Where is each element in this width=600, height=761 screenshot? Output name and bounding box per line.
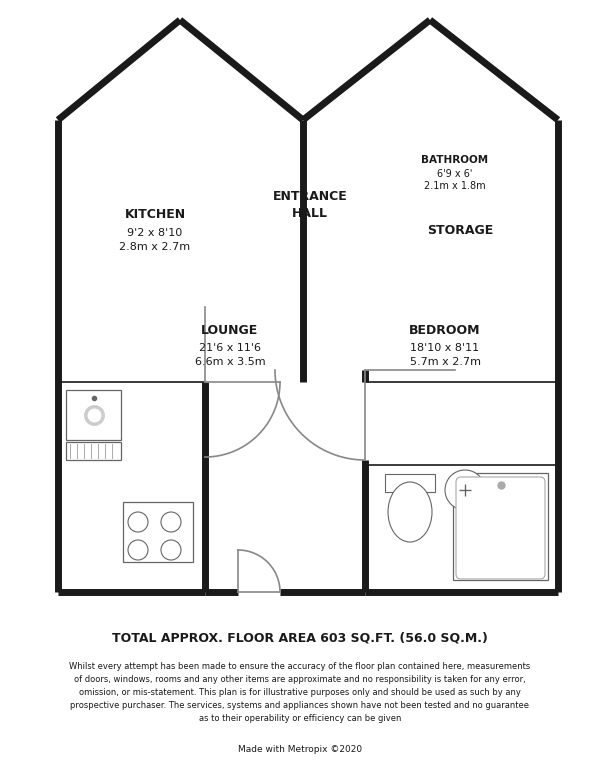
Bar bbox=[385, 474, 435, 492]
Bar bbox=[66, 442, 121, 460]
Bar bbox=[453, 473, 548, 580]
Text: 2.1m x 1.8m: 2.1m x 1.8m bbox=[424, 181, 486, 191]
Text: Whilst every attempt has been made to ensure the accuracy of the floor plan cont: Whilst every attempt has been made to en… bbox=[70, 662, 530, 723]
Text: 6.6m x 3.5m: 6.6m x 3.5m bbox=[194, 357, 265, 367]
Text: ENTRANCE
HALL: ENTRANCE HALL bbox=[272, 190, 347, 220]
Polygon shape bbox=[365, 382, 558, 592]
Text: BATHROOM: BATHROOM bbox=[421, 155, 488, 165]
Text: STORAGE: STORAGE bbox=[427, 224, 493, 237]
Bar bbox=[123, 502, 193, 562]
Text: KITCHEN: KITCHEN bbox=[124, 209, 185, 221]
Circle shape bbox=[128, 540, 148, 560]
Text: 2.8m x 2.7m: 2.8m x 2.7m bbox=[119, 242, 191, 252]
Text: 9'2 x 8'10: 9'2 x 8'10 bbox=[127, 228, 182, 238]
Text: 5.7m x 2.7m: 5.7m x 2.7m bbox=[409, 357, 481, 367]
Text: TOTAL APPROX. FLOOR AREA 603 SQ.FT. (56.0 SQ.M.): TOTAL APPROX. FLOOR AREA 603 SQ.FT. (56.… bbox=[112, 632, 488, 645]
Ellipse shape bbox=[388, 482, 432, 542]
Circle shape bbox=[445, 470, 485, 510]
Circle shape bbox=[161, 540, 181, 560]
Text: LOUNGE: LOUNGE bbox=[202, 323, 259, 336]
FancyBboxPatch shape bbox=[456, 477, 545, 579]
Circle shape bbox=[128, 512, 148, 532]
Polygon shape bbox=[205, 382, 365, 592]
Text: 18'10 x 8'11: 18'10 x 8'11 bbox=[410, 343, 479, 353]
Bar bbox=[66, 390, 121, 440]
Circle shape bbox=[161, 512, 181, 532]
Polygon shape bbox=[303, 20, 558, 382]
Text: BEDROOM: BEDROOM bbox=[409, 323, 481, 336]
Polygon shape bbox=[58, 382, 205, 592]
Text: 21'6 x 11'6: 21'6 x 11'6 bbox=[199, 343, 261, 353]
Text: 6'9 x 6': 6'9 x 6' bbox=[437, 169, 473, 179]
Polygon shape bbox=[58, 20, 303, 382]
Text: Made with Metropix ©2020: Made with Metropix ©2020 bbox=[238, 745, 362, 754]
